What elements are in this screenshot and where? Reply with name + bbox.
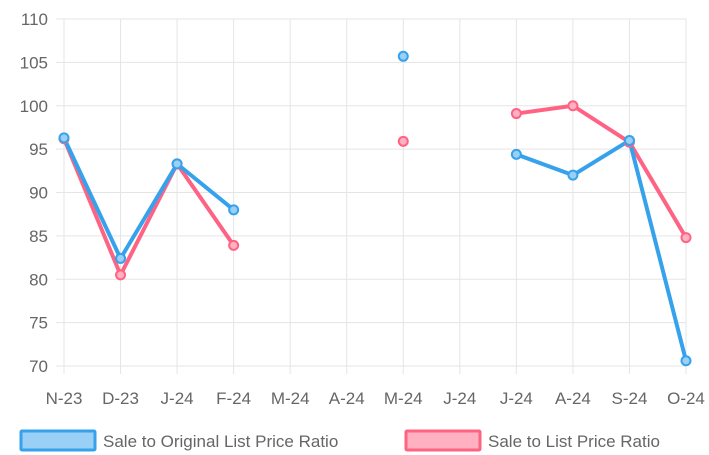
- legend-label-original-list-price[interactable]: Sale to Original List Price Ratio: [103, 432, 338, 451]
- y-tick-label: 70: [29, 357, 48, 376]
- data-point[interactable]: [115, 252, 127, 264]
- x-tick-label: M-24: [271, 389, 310, 408]
- x-tick-label: J-24: [161, 389, 194, 408]
- x-axis-tick-labels: N-23 D-23 J-24 F-24 M-24 A-24 M-24 J-24 J-24 A-24…: [46, 389, 705, 408]
- data-point[interactable]: [58, 132, 70, 144]
- series-points: [58, 50, 692, 367]
- data-point[interactable]: [228, 239, 240, 251]
- series-line-1: [514, 103, 688, 240]
- data-point[interactable]: [397, 50, 409, 62]
- data-point[interactable]: [623, 134, 635, 146]
- y-axis-tick-labels: 70 75 80 85 90 95 100 105 110: [20, 10, 48, 376]
- x-tick-label: A-24: [329, 389, 365, 408]
- data-point[interactable]: [680, 232, 692, 244]
- x-tick-label: J-24: [500, 389, 533, 408]
- series-line-0: [62, 135, 236, 261]
- x-tick-label: F-24: [216, 389, 251, 408]
- data-point[interactable]: [228, 204, 240, 216]
- y-tick-label: 80: [29, 270, 48, 289]
- y-tick-label: 100: [20, 97, 48, 116]
- x-tick-label: N-23: [46, 389, 83, 408]
- y-tick-label: 110: [21, 10, 48, 29]
- legend-label-list-price[interactable]: Sale to List Price Ratio: [488, 432, 660, 451]
- y-tick-label: 75: [29, 314, 48, 333]
- series-line-1: [62, 136, 236, 277]
- data-point[interactable]: [397, 135, 409, 147]
- data-point[interactable]: [510, 148, 522, 160]
- x-tick-label: D-23: [102, 389, 139, 408]
- data-point[interactable]: [680, 355, 692, 367]
- legend-swatch-list-price[interactable]: [404, 429, 482, 452]
- data-point[interactable]: [510, 108, 522, 120]
- series-line-0: [514, 138, 688, 363]
- y-tick-label: 105: [20, 53, 48, 72]
- data-point[interactable]: [567, 169, 579, 181]
- x-tick-label: O-24: [667, 389, 705, 408]
- x-tick-label: M-24: [384, 389, 423, 408]
- x-tick-label: S-24: [611, 389, 647, 408]
- legend: Sale to Original List Price Ratio Sale t…: [19, 429, 660, 452]
- x-tick-label: J-24: [443, 389, 476, 408]
- legend-swatch-original-list-price[interactable]: [19, 429, 97, 452]
- x-tick-label: A-24: [555, 389, 591, 408]
- y-tick-label: 85: [29, 227, 48, 246]
- data-point[interactable]: [567, 100, 579, 112]
- y-tick-label: 95: [29, 140, 48, 159]
- data-point[interactable]: [115, 269, 127, 281]
- y-tick-label: 90: [29, 184, 48, 203]
- data-point[interactable]: [171, 158, 183, 170]
- grid-lines: [56, 18, 687, 374]
- series-lines: [62, 103, 688, 363]
